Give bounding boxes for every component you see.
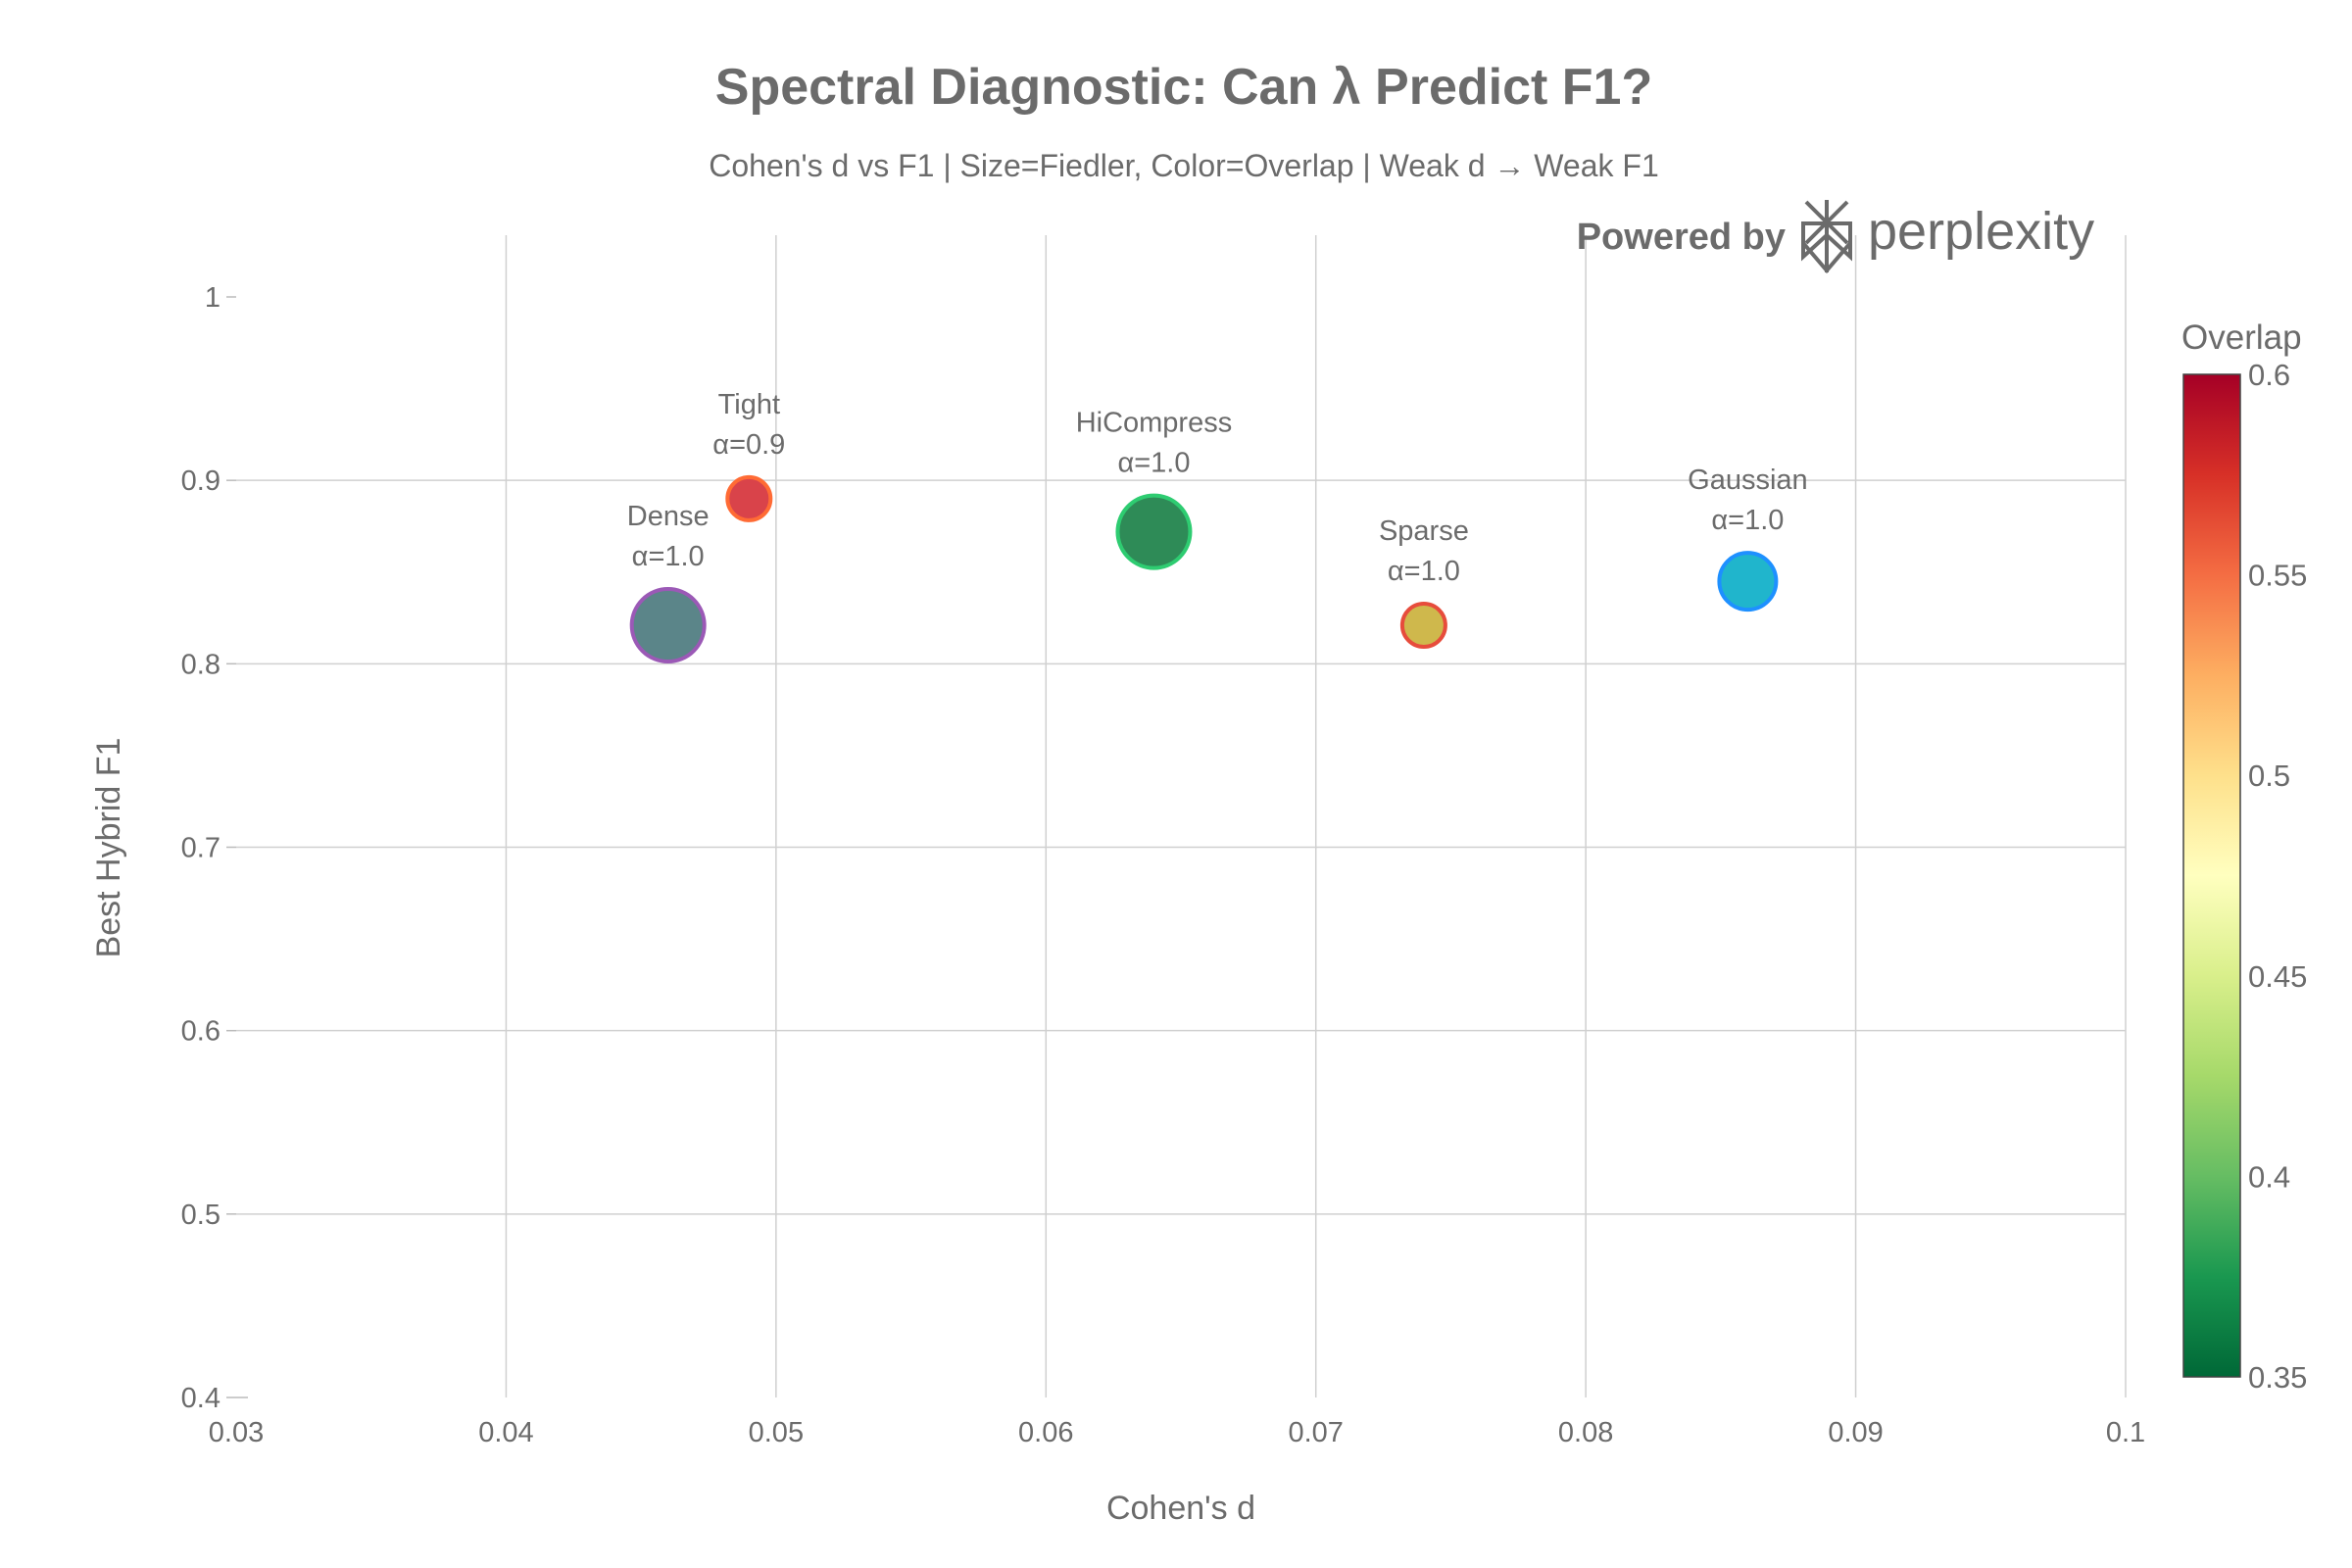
point-annotation: α=1.0 <box>1117 448 1190 479</box>
perplexity-watermark: Powered by perplexity <box>1577 200 2094 274</box>
x-axis-title: Cohen's d <box>1106 1490 1255 1527</box>
y-tick-label: 1 <box>205 282 220 314</box>
y-tick-label: 0.7 <box>181 833 220 864</box>
x-tick-label: 0.06 <box>1018 1417 1073 1448</box>
point-marker <box>725 474 773 522</box>
colorbar-gradient <box>2182 373 2241 1378</box>
point-label: Gaussian <box>1688 465 1808 496</box>
colorbar-tick-label: 0.5 <box>2248 759 2290 793</box>
point-label: HiCompress <box>1076 408 1233 439</box>
point-marker <box>1115 493 1193 570</box>
colorbar-ticks: 0.6 0.55 0.5 0.45 0.4 0.35 <box>2248 358 2307 1395</box>
point-annotation: α=1.0 <box>632 541 705 572</box>
x-tick-label: 0.04 <box>478 1417 533 1448</box>
point-annotation: α=1.0 <box>1388 556 1460 587</box>
x-tick-label: 0.1 <box>2106 1417 2145 1448</box>
point-marker <box>1399 602 1447 650</box>
data-point-hicompress: α=1.0 HiCompress <box>1076 408 1233 570</box>
y-tick-label: 0.6 <box>181 1016 220 1048</box>
point-marker <box>629 587 707 664</box>
data-point-tight: α=0.9 Tight <box>712 389 785 522</box>
chart-title: Spectral Diagnostic: Can λ Predict F1? <box>715 59 1652 116</box>
data-point-sparse: α=1.0 Sparse <box>1379 515 1469 650</box>
data-points: α=1.0Denseα=0.9Tightα=1.0HiCompressα=1.0… <box>627 389 1808 664</box>
point-label: Sparse <box>1379 515 1469 547</box>
point-annotation: α=1.0 <box>1711 505 1784 536</box>
y-tick-label: 0.5 <box>181 1200 220 1231</box>
colorbar-tick-label: 0.6 <box>2248 358 2290 392</box>
colorbar-tick-label: 0.45 <box>2248 959 2307 994</box>
x-tick-label: 0.07 <box>1288 1417 1343 1448</box>
colorbar-tick-label: 0.4 <box>2248 1159 2290 1194</box>
point-label: Dense <box>627 501 710 532</box>
x-axis-ticks: 0.03 0.04 0.05 0.06 0.07 0.08 0.09 0.1 <box>209 1417 2145 1448</box>
watermark-prefix: Powered by <box>1577 217 1786 258</box>
y-tick-label: 0.9 <box>181 466 220 497</box>
x-tick-label: 0.09 <box>1828 1417 1883 1448</box>
y-axis-ticks: 0.4 0.5 0.6 0.7 0.8 0.9 1 <box>181 282 220 1414</box>
colorbar: Overlap 0.6 0.55 0.5 0.45 0.4 0.35 <box>2181 318 2307 1395</box>
x-tick-label: 0.03 <box>209 1417 264 1448</box>
y-tick-label: 0.4 <box>181 1383 220 1414</box>
data-point-gaussian: α=1.0 Gaussian <box>1688 465 1808 612</box>
y-tick-label: 0.8 <box>181 649 220 680</box>
colorbar-title: Overlap <box>2181 318 2302 357</box>
watermark-brand: perplexity <box>1868 202 2094 261</box>
perplexity-logo-icon <box>1801 200 1852 274</box>
y-axis-title: Best Hybrid F1 <box>90 738 127 958</box>
colorbar-tick-label: 0.55 <box>2248 559 2307 593</box>
x-tick-label: 0.08 <box>1558 1417 1613 1448</box>
point-label: Tight <box>718 389 780 420</box>
data-point-dense: α=1.0 Dense <box>627 501 710 664</box>
point-annotation: α=0.9 <box>712 429 785 461</box>
grid <box>226 235 2127 1398</box>
x-tick-label: 0.05 <box>749 1417 804 1448</box>
colorbar-tick-label: 0.35 <box>2248 1360 2307 1395</box>
point-marker <box>1717 551 1779 612</box>
chart-subtitle: Cohen's d vs F1 | Size=Fiedler, Color=Ov… <box>709 148 1659 183</box>
